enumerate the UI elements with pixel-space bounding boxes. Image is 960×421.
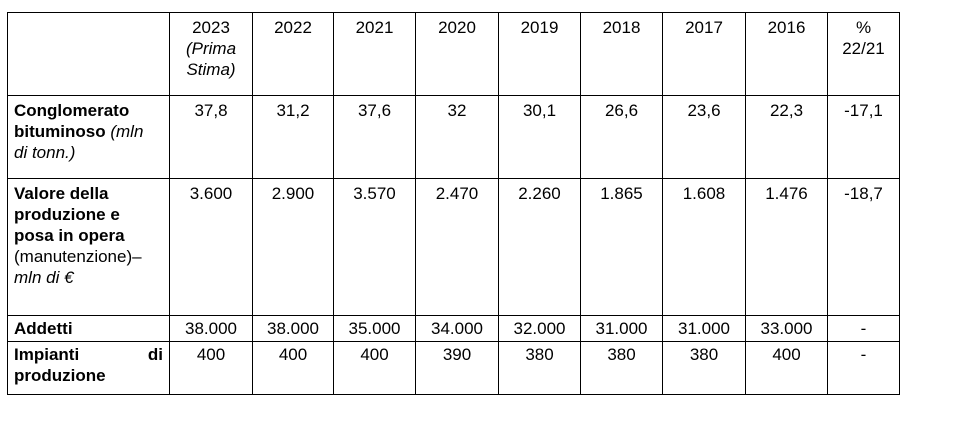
table-cell: 3.570: [333, 178, 416, 316]
row-label-text: Conglomerato: [14, 101, 130, 120]
table-cell: 32: [415, 95, 499, 179]
pct-change-cell: -: [827, 315, 900, 342]
empty-header-cell: [7, 12, 170, 96]
table-cell: 26,6: [580, 95, 663, 179]
row-label-text: posa in opera: [14, 226, 125, 245]
pct-symbol: %: [855, 18, 872, 37]
table-row: Valore della produzione e posa in opera …: [7, 178, 900, 316]
table-cell: 33.000: [745, 315, 828, 342]
table-cell: 30,1: [498, 95, 581, 179]
year-header: 2016: [745, 12, 828, 96]
pct-period: 22/21: [842, 39, 885, 58]
table-cell: 38.000: [169, 315, 253, 342]
year-header: 2017: [662, 12, 746, 96]
table-cell: 31.000: [662, 315, 746, 342]
row-label-unit: mln di €: [14, 268, 74, 287]
row-label-text: di: [147, 345, 163, 364]
row-label: Impianti di produzione: [7, 341, 170, 395]
table-cell: 35.000: [333, 315, 416, 342]
year-header: 2022: [252, 12, 334, 96]
row-label: Conglomerato bituminoso (mln di tonn.): [7, 95, 170, 179]
table-cell: 400: [169, 341, 253, 395]
year-header: 2018: [580, 12, 663, 96]
table-cell: 31,2: [252, 95, 334, 179]
table-cell: 1.608: [662, 178, 746, 316]
first-year-note: (Prima: [185, 39, 237, 58]
year-header: 2019: [498, 12, 581, 96]
table-cell: 380: [498, 341, 581, 395]
table-cell: 400: [333, 341, 416, 395]
statistics-table: 2023 (Prima Stima) 2022 2021 2020 2019 2…: [7, 12, 900, 395]
row-label-text: (manutenzione)–: [14, 247, 142, 266]
table-cell: 32.000: [498, 315, 581, 342]
table-cell: 2.900: [252, 178, 334, 316]
year-header: 2023 (Prima Stima): [169, 12, 253, 96]
table-cell: 380: [580, 341, 663, 395]
table-cell: 34.000: [415, 315, 499, 342]
row-label-text: Addetti: [14, 319, 73, 338]
row-label-unit: di tonn.): [14, 143, 76, 162]
table-cell: 37,8: [169, 95, 253, 179]
first-year-note: Stima): [186, 60, 236, 79]
table-cell: 2.470: [415, 178, 499, 316]
table-cell: 400: [252, 341, 334, 395]
pct-change-cell: -17,1: [827, 95, 900, 179]
row-label: Valore della produzione e posa in opera …: [7, 178, 170, 316]
table-cell: 1.476: [745, 178, 828, 316]
table-cell: 2.260: [498, 178, 581, 316]
year-header: 2021: [333, 12, 416, 96]
row-label-text: bituminoso: [14, 122, 106, 141]
pct-change-cell: -18,7: [827, 178, 900, 316]
table-cell: 390: [415, 341, 499, 395]
row-label-text: Valore della: [14, 184, 109, 203]
row-label-text: Impianti: [14, 345, 80, 364]
table-cell: 1.865: [580, 178, 663, 316]
row-label: Addetti: [7, 315, 170, 342]
year-label: 2023: [192, 18, 230, 37]
table-cell: 400: [745, 341, 828, 395]
table-row: Conglomerato bituminoso (mln di tonn.) 3…: [7, 95, 900, 179]
header-row: 2023 (Prima Stima) 2022 2021 2020 2019 2…: [7, 12, 900, 96]
table-cell: 38.000: [252, 315, 334, 342]
table-cell: 3.600: [169, 178, 253, 316]
table-cell: 22,3: [745, 95, 828, 179]
table-cell: 23,6: [662, 95, 746, 179]
year-header: 2020: [415, 12, 499, 96]
table-cell: 37,6: [333, 95, 416, 179]
row-label-unit: (mln: [110, 122, 144, 141]
pct-change-cell: -: [827, 341, 900, 395]
table-cell: 380: [662, 341, 746, 395]
table-cell: 31.000: [580, 315, 663, 342]
row-label-text: produzione e: [14, 205, 120, 224]
table-row: Impianti di produzione 400 400 400 390 3…: [7, 341, 900, 395]
row-label-text: produzione: [14, 366, 106, 385]
table-row: Addetti 38.000 38.000 35.000 34.000 32.0…: [7, 315, 900, 342]
pct-change-header: % 22/21: [827, 12, 900, 96]
